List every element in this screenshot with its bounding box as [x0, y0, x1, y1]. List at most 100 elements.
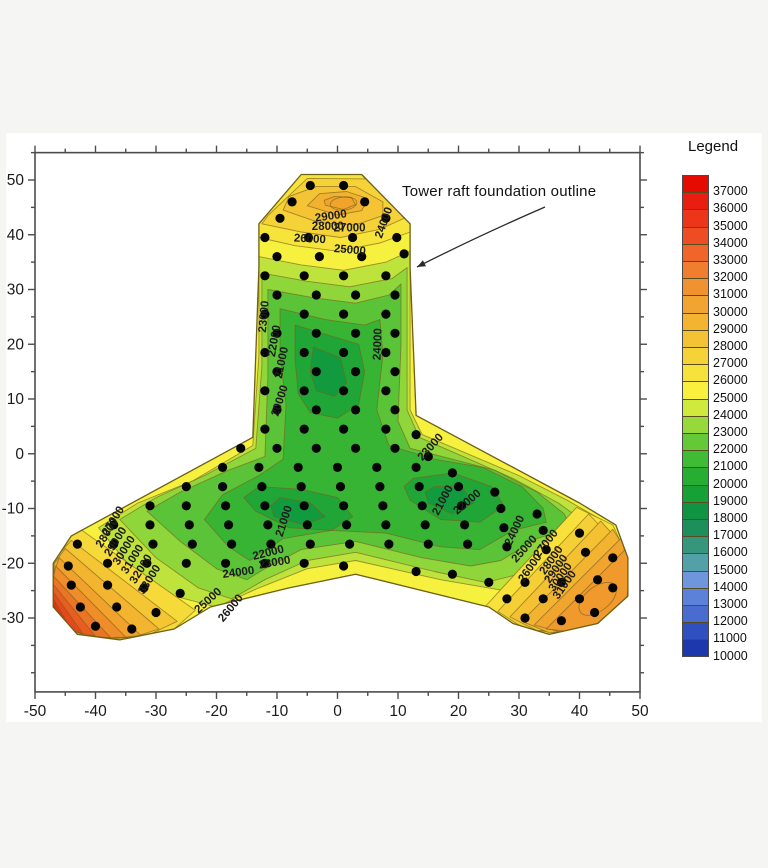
- data-point: [580, 547, 591, 557]
- data-point: [556, 577, 567, 588]
- data-point: [460, 520, 470, 530]
- data-point: [456, 501, 467, 511]
- legend-swatch: [682, 622, 709, 640]
- annotation-arrow: [416, 206, 546, 268]
- x-tick-label: -50: [24, 703, 47, 720]
- data-point: [127, 624, 137, 634]
- legend-label: 15000: [713, 562, 748, 577]
- data-point: [339, 271, 349, 281]
- data-point: [499, 523, 509, 533]
- contour-region-19000: [309, 346, 348, 397]
- legend-label: 26000: [713, 373, 748, 388]
- legend-swatch: [682, 553, 709, 571]
- legend-colorbar: 37000 36000 35000 34000 33000 32000 31000 30000…: [682, 175, 768, 667]
- data-point: [384, 539, 394, 549]
- data-point: [275, 213, 285, 223]
- data-point: [390, 290, 400, 300]
- legend-label: 36000: [713, 201, 748, 216]
- data-point: [411, 430, 421, 440]
- data-point: [339, 501, 349, 511]
- legend-label: 18000: [713, 511, 748, 525]
- foundation-outline: [52, 173, 629, 641]
- data-point: [218, 482, 228, 492]
- y-tick-label: 10: [7, 391, 25, 408]
- data-point: [360, 197, 370, 207]
- data-point: [72, 539, 82, 549]
- x-tick-label: 30: [510, 703, 528, 720]
- legend-swatch: [682, 415, 709, 433]
- x-tick-label: 10: [389, 703, 407, 720]
- data-point: [381, 520, 391, 530]
- y-tick-label: 30: [7, 282, 25, 299]
- data-point: [272, 443, 282, 453]
- data-point: [260, 558, 270, 568]
- contour-label: 25000: [333, 243, 366, 258]
- data-point: [254, 462, 264, 472]
- legend-swatch: [682, 398, 709, 416]
- data-point: [490, 487, 500, 497]
- legend-swatch: [682, 192, 709, 210]
- legend-label: 37000: [713, 184, 748, 199]
- data-point: [496, 503, 506, 514]
- data-point: [299, 424, 309, 434]
- data-point: [305, 180, 315, 191]
- legend-swatch: [682, 226, 709, 244]
- data-point: [339, 386, 349, 396]
- data-point: [381, 309, 391, 319]
- legend-label: 10000: [713, 648, 748, 663]
- legend-swatch: [682, 261, 709, 279]
- data-point: [311, 328, 321, 338]
- data-point: [339, 347, 349, 358]
- data-point: [103, 558, 113, 568]
- legend-label: 32000: [713, 270, 748, 285]
- data-point: [520, 577, 530, 588]
- data-point: [260, 347, 270, 358]
- data-point: [302, 520, 312, 530]
- legend-swatch: [682, 605, 709, 623]
- data-point: [184, 520, 194, 530]
- data-point: [420, 520, 430, 530]
- contour-label: 27000: [334, 223, 366, 235]
- legend-label: 33000: [713, 253, 748, 267]
- legend-label: 30000: [713, 304, 748, 319]
- legend-label: 35000: [713, 218, 748, 233]
- data-point: [423, 539, 433, 549]
- data-point: [332, 462, 343, 472]
- data-point: [272, 328, 282, 338]
- data-point: [236, 443, 246, 453]
- data-point: [556, 616, 567, 626]
- data-point: [303, 232, 314, 243]
- data-point: [574, 594, 585, 604]
- contour-label: 24000: [372, 328, 385, 360]
- data-point: [357, 252, 367, 262]
- data-point: [109, 539, 119, 549]
- legend-label: 16000: [713, 545, 748, 560]
- data-point: [260, 309, 270, 319]
- legend-label: 13000: [713, 597, 748, 611]
- legend-label: 25000: [713, 390, 748, 405]
- data-point: [151, 607, 161, 618]
- data-point: [260, 424, 270, 434]
- data-point: [296, 482, 306, 492]
- x-tick-label: 0: [333, 703, 342, 720]
- legend-swatch: [682, 519, 709, 537]
- data-point: [299, 309, 309, 319]
- legend-label: 12000: [713, 614, 748, 629]
- data-point: [381, 213, 391, 223]
- data-point: [293, 462, 303, 472]
- data-point: [417, 501, 427, 511]
- legend-label: 28000: [713, 339, 748, 353]
- legend-label: 20000: [713, 476, 748, 491]
- data-point: [608, 553, 618, 563]
- legend-swatch: [682, 450, 709, 468]
- legend-label: 31000: [713, 287, 748, 302]
- x-tick-label: 50: [631, 703, 649, 720]
- data-point: [381, 271, 391, 281]
- data-point: [311, 405, 321, 415]
- data-point: [63, 561, 73, 571]
- data-point: [287, 197, 297, 207]
- data-point: [257, 482, 267, 492]
- data-point: [390, 328, 400, 338]
- legend-swatch: [682, 433, 709, 451]
- data-point: [608, 583, 618, 593]
